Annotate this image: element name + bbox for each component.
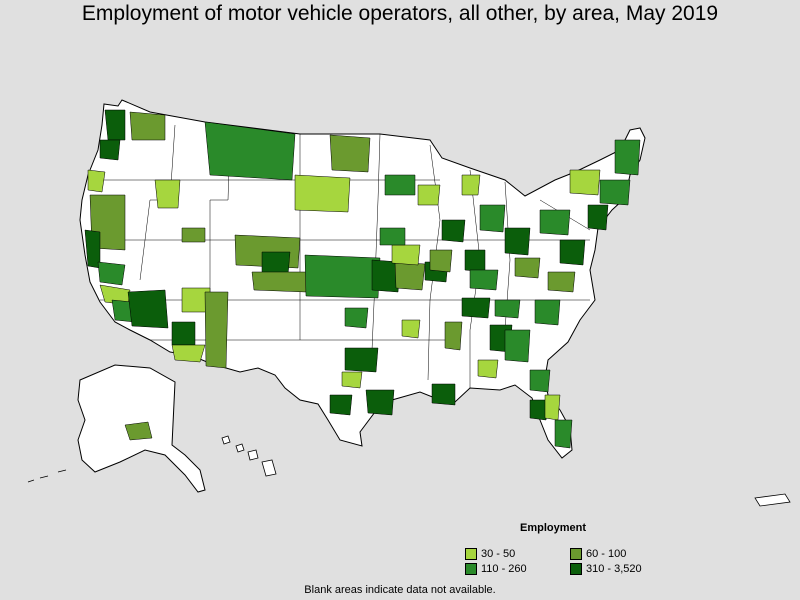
area-utah <box>181 227 206 243</box>
legend-swatch <box>465 563 477 576</box>
area-mo <box>394 261 426 291</box>
area-ok-tulsa <box>401 319 421 339</box>
legend-label: 310 - 3,520 <box>586 563 642 575</box>
area-nyc <box>587 204 609 231</box>
employment-areas <box>84 109 641 449</box>
footnote: Blank areas indicate data not available. <box>304 584 496 596</box>
area-dallas <box>344 347 379 373</box>
legend-item-60-100: 60 - 100 <box>570 548 627 561</box>
legend-title: Employment <box>520 522 587 534</box>
area-va <box>559 239 586 266</box>
area-ks-east <box>371 259 401 293</box>
area-idaho <box>154 179 181 209</box>
area-fl-orlando <box>544 394 561 421</box>
area-ok <box>344 307 369 329</box>
area-mi-north <box>461 174 481 196</box>
area-wa-east <box>129 111 166 141</box>
hawaii-islands <box>221 435 277 477</box>
area-tn-east <box>494 299 521 319</box>
area-tx-east <box>341 371 363 389</box>
legend-label: 110 - 260 <box>481 563 527 575</box>
area-il <box>429 249 453 273</box>
area-la-state <box>431 383 456 406</box>
area-kansas <box>304 254 381 299</box>
area-ms <box>444 321 463 351</box>
area-seattle <box>104 109 126 141</box>
area-fl-tampa <box>529 399 549 421</box>
area-nm-central <box>204 291 229 369</box>
area-chicago <box>441 219 466 243</box>
area-mi <box>479 204 506 233</box>
area-al-south <box>477 359 499 379</box>
area-sd <box>294 174 351 213</box>
area-wi <box>417 184 441 206</box>
area-nd <box>329 134 371 173</box>
area-tucson <box>171 321 196 346</box>
area-or-south <box>87 169 106 193</box>
legend-item-310-3520: 310 - 3,520 <box>570 563 642 576</box>
legend-swatch <box>570 563 582 576</box>
area-pa <box>539 209 571 236</box>
area-fl-miami <box>554 419 573 449</box>
area-ny <box>569 169 601 196</box>
area-sc <box>534 299 561 326</box>
area-in <box>464 249 486 273</box>
area-maine <box>614 139 641 176</box>
area-tn <box>461 297 491 319</box>
area-az-south <box>171 344 206 363</box>
area-ky <box>469 269 499 291</box>
area-fl-jax <box>529 369 551 393</box>
legend-swatch <box>465 548 477 561</box>
area-ga <box>504 329 531 363</box>
area-ca-central <box>97 261 126 286</box>
area-austin <box>329 394 353 416</box>
area-portland <box>99 139 121 161</box>
legend-item-30-50: 30 - 50 <box>465 548 516 561</box>
legend-item-110-260: 110 - 260 <box>465 563 527 576</box>
area-co-denver <box>261 251 291 276</box>
alaska-islands <box>27 469 67 483</box>
puerto-rico <box>754 493 791 507</box>
area-ia <box>379 227 406 246</box>
area-ne-coast <box>599 179 631 206</box>
legend-swatch <box>570 548 582 561</box>
area-phoenix <box>127 289 169 329</box>
area-mn <box>384 174 416 196</box>
area-oh-south <box>514 257 541 279</box>
area-ne <box>391 244 421 266</box>
area-alaska-anchorage <box>124 421 153 441</box>
map-title: Employment of motor vehicle operators, a… <box>81 2 719 25</box>
area-oh <box>504 227 531 256</box>
area-houston <box>365 389 395 416</box>
area-nc <box>547 271 576 293</box>
area-co-south <box>251 271 309 293</box>
legend-label: 60 - 100 <box>586 548 627 560</box>
area-montana <box>204 121 296 181</box>
legend-label: 30 - 50 <box>481 548 516 560</box>
